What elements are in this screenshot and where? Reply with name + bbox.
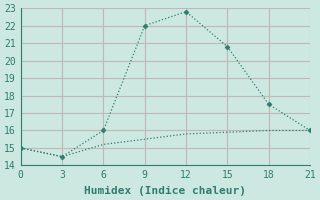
X-axis label: Humidex (Indice chaleur): Humidex (Indice chaleur) — [84, 186, 246, 196]
